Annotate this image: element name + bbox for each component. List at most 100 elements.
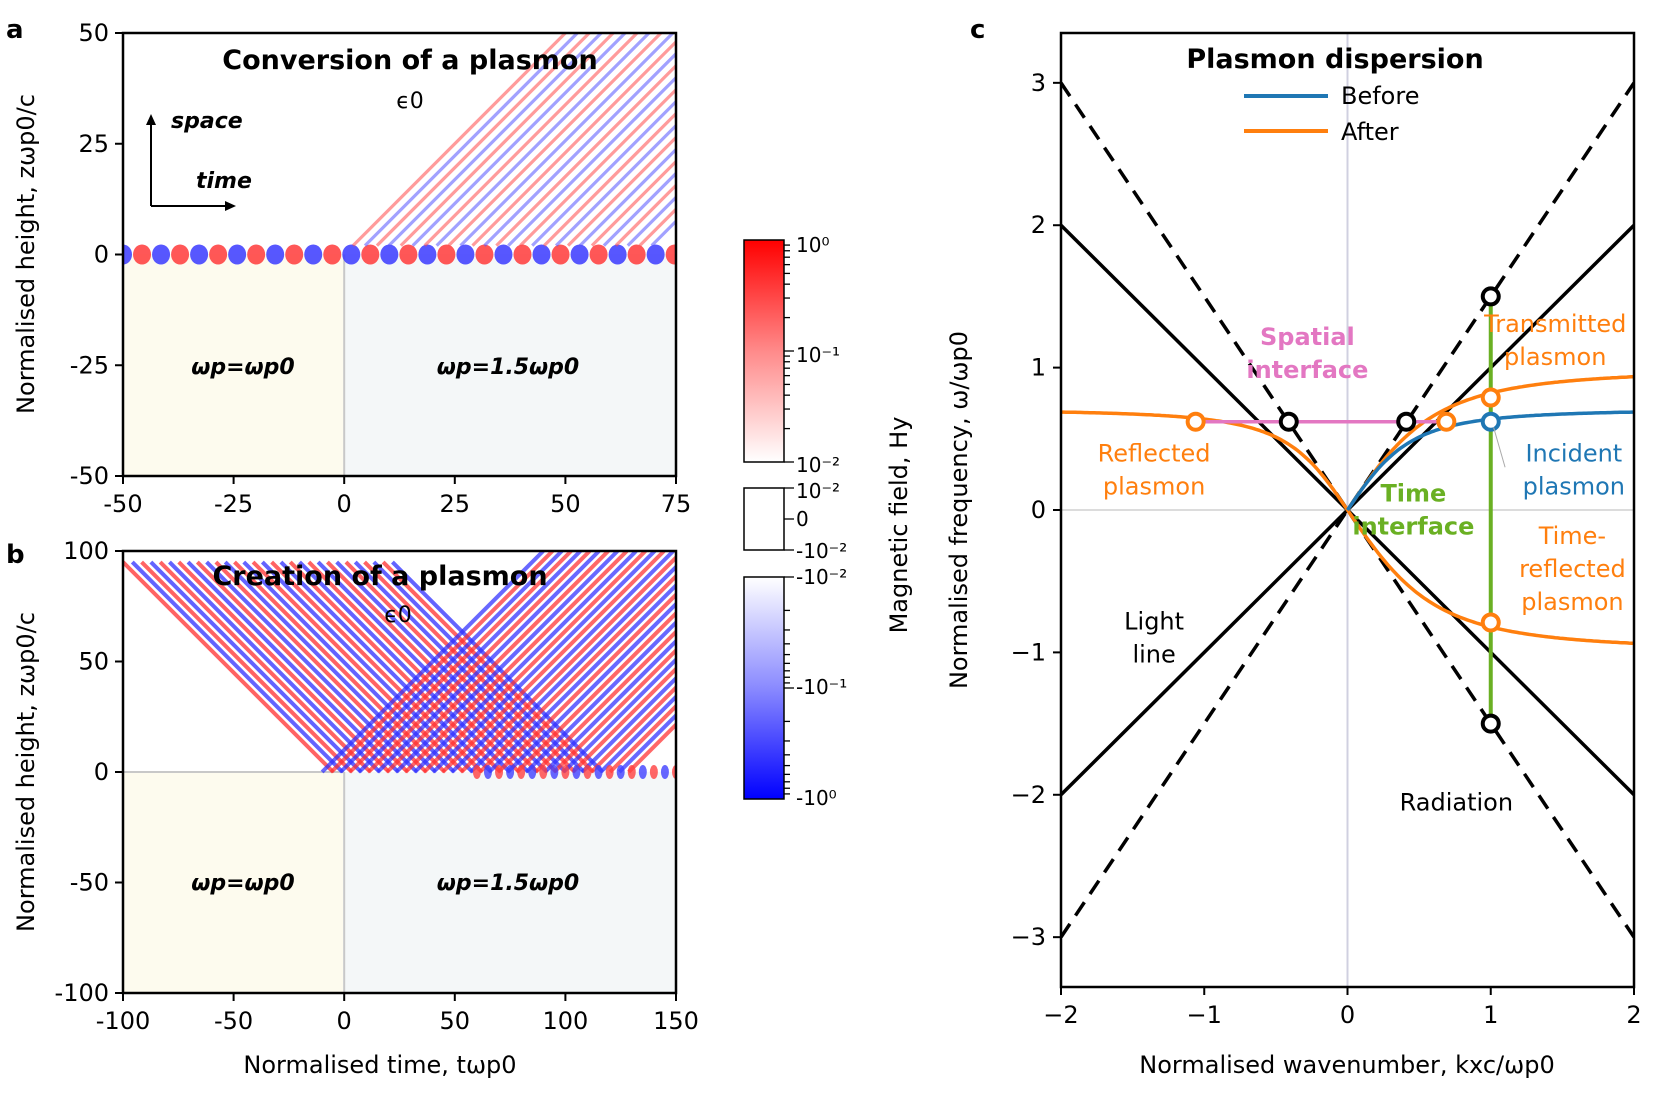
radiated-wave-stripe [590, 159, 676, 247]
radiated-wave-stripe [614, 183, 676, 247]
panel-label-c: c [970, 15, 985, 45]
region-right-bg-a [344, 254, 676, 476]
surface-wave-lobe [380, 244, 399, 265]
created-plasmon-lobe [616, 765, 625, 779]
region-left-label-b: ωp=ωp0 [191, 871, 294, 896]
surface-wave-lobe [532, 244, 551, 265]
colorbar-label: Magnetic field, Hy [885, 417, 913, 634]
outgoing-wave-stripe [552, 647, 676, 774]
colorbar-positive [743, 239, 785, 463]
outgoing-wave-stripe [404, 551, 629, 774]
radiated-wave-stripe [554, 123, 676, 247]
incident-wave-stripe [251, 560, 465, 774]
x-tick-label: 0 [1340, 1001, 1355, 1029]
incident-wave-stripe [344, 560, 558, 774]
created-plasmon-lobe [528, 765, 537, 779]
x-tick-label: 0 [337, 1007, 352, 1035]
radiated-wave-stripe [423, 33, 640, 247]
black-marker [1480, 713, 1501, 734]
panel-c: −2 −1 0 1 2 3 2 1 0 −1 −2 −3 Plasmon dispersion Bef… [945, 31, 1642, 1079]
incident-wave-stripe [168, 560, 382, 774]
cb-lin-tick-1: 0 [796, 507, 809, 531]
outgoing-wave-stripe [571, 666, 676, 774]
x-tick-label: −2 [1043, 1001, 1078, 1029]
blue-marker [1480, 411, 1501, 432]
incident-wave-stripe [298, 560, 512, 774]
outgoing-wave-stripe [422, 551, 647, 774]
surface-wave-lobe [171, 244, 190, 265]
created-plasmon-lobe [649, 765, 658, 779]
incident-wave-stripe [288, 560, 502, 774]
y-tick-label: 0 [94, 758, 109, 786]
annotation-spatial_interface: interface [1246, 356, 1368, 384]
annotation-time_reflected: Time- [1538, 522, 1606, 550]
outgoing-wave-stripe [394, 551, 620, 774]
y-tick-label: −1 [1011, 638, 1046, 666]
surface-wave-lobe [247, 244, 266, 265]
y-tick-label: 3 [1031, 69, 1046, 97]
surface-wave-lobe [475, 244, 494, 265]
black-marker [1278, 411, 1299, 432]
outgoing-wave-stripe [608, 703, 676, 774]
outgoing-wave-stripe [487, 582, 676, 774]
y-tick-label: 1 [1031, 354, 1046, 382]
panel-label-a: a [6, 15, 24, 45]
annotation-transmitted: plasmon [1504, 343, 1606, 371]
panel-b: -100 -50 0 50 100 150 100 50 0 -50 -100 Creation o… [12, 537, 699, 1079]
outgoing-wave-stripe [413, 551, 638, 774]
incident-wave-stripe [158, 560, 372, 774]
annotation-radiation: Radiation [1400, 788, 1513, 816]
incident-wave-stripe [391, 560, 604, 774]
y-tick-label: 0 [1031, 496, 1046, 524]
surface-wave-lobe [190, 244, 209, 265]
surface-wave-lobe [266, 244, 285, 265]
outgoing-wave-stripe [617, 712, 676, 774]
y-tick-label: −3 [1011, 923, 1046, 951]
x-tick-label: 75 [661, 490, 692, 518]
outgoing-wave-stripe [385, 551, 610, 774]
outgoing-wave-stripe [339, 551, 564, 774]
outgoing-wave-stripe [450, 551, 675, 774]
radiated-wave-stripe [375, 33, 592, 247]
legend-label-before: Before [1341, 82, 1419, 110]
outgoing-wave-stripe [348, 551, 573, 774]
surface-wave-lobe [342, 244, 361, 265]
ylabel-a: Normalised height, zωp0/c [12, 94, 40, 414]
y-tick-label: 25 [78, 130, 109, 158]
field-pattern-b [123, 551, 676, 993]
created-plasmon-lobe [660, 765, 669, 779]
incident-wave-stripe [372, 560, 586, 774]
surface-wave-lobe [209, 244, 228, 265]
incident-wave-stripe [223, 560, 437, 774]
surface-wave-lobe [152, 244, 171, 265]
surface-wave-lobe [437, 244, 456, 265]
outgoing-wave-stripe [506, 601, 676, 774]
cb-lin-tick-0: 10⁻² [796, 479, 840, 503]
x-tick-label: −1 [1187, 1001, 1222, 1029]
incident-wave-stripe [381, 560, 595, 774]
radiated-wave-stripe [566, 135, 676, 247]
outgoing-wave-stripe [590, 684, 676, 774]
incident-wave-stripe [307, 560, 521, 774]
medium-label-a: ϵ0 [396, 89, 424, 114]
x-tick-label: 1 [1483, 1001, 1498, 1029]
cb-neg-tick-2: -10⁰ [796, 786, 837, 810]
surface-wave-lobe [494, 244, 513, 265]
y-tick-label: 50 [78, 648, 109, 676]
created-plasmon-lobe [483, 765, 492, 779]
field-pattern-a [123, 33, 676, 476]
outgoing-wave-stripe [599, 694, 676, 774]
x-tick-label: 2 [1626, 1001, 1641, 1029]
surface-wave-lobe [551, 244, 570, 265]
region-right-bg-b [343, 772, 676, 993]
incident-wave-stripe [233, 560, 447, 774]
radiated-wave-stripe [363, 33, 580, 247]
outgoing-wave-stripe [525, 619, 676, 774]
radiated-wave-stripe [602, 171, 676, 247]
y-tick-label: -25 [70, 351, 109, 379]
panel-label-b: b [6, 540, 25, 570]
incident-wave-stripe [353, 560, 567, 774]
legend-label-after: After [1341, 118, 1399, 146]
black-marker [1396, 411, 1417, 432]
created-plasmon-lobe [594, 765, 603, 779]
